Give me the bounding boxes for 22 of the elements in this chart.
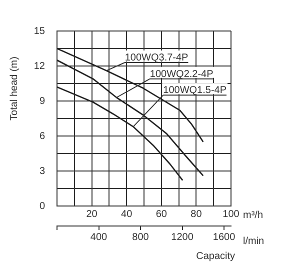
- x2-tick-label: 1600: [212, 232, 236, 243]
- text: 100WQ1.5-4P: [163, 85, 227, 96]
- text: Capacity: [196, 250, 235, 262]
- x2-tick-label: 1200: [171, 232, 194, 243]
- x-tick-label: 20: [86, 208, 98, 220]
- text: 100WQ2.2-4P: [150, 68, 214, 80]
- y-tick-label: 9: [39, 96, 46, 107]
- y-tick-label: 15: [34, 26, 46, 37]
- x-tick-label: 80: [190, 208, 202, 220]
- series-label: 100WQ3.7-4P: [124, 52, 189, 64]
- x-tick-label: 40: [121, 208, 133, 220]
- x-tick-label: 60: [156, 208, 168, 220]
- x2-axis-title: l/min: [243, 236, 264, 247]
- y-tick-label: 0: [39, 200, 46, 212]
- y-tick-label: 3: [39, 166, 46, 177]
- y-axis-title: Total head (m): [8, 56, 20, 120]
- y-tick-label: 12: [34, 60, 46, 72]
- x-tick-label: 100: [222, 208, 240, 220]
- x2-tick-label: 800: [132, 232, 150, 243]
- y-tick-label: 6: [39, 130, 46, 142]
- x-axis-title: m³/h: [243, 210, 263, 221]
- x2-tick-label: 400: [90, 232, 108, 243]
